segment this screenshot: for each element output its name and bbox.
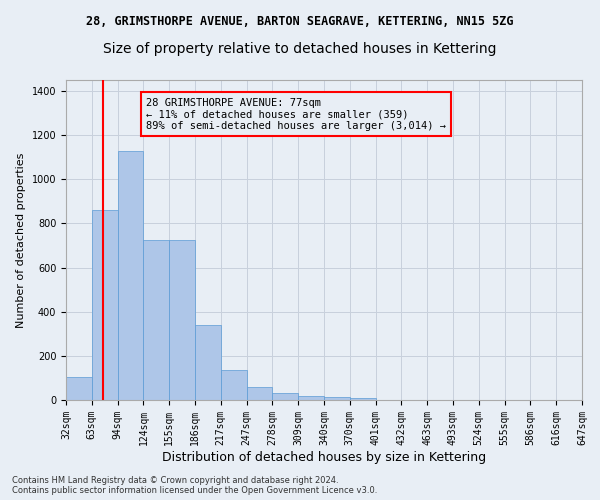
- Bar: [324, 396, 350, 400]
- Bar: [195, 325, 221, 400]
- Text: Contains HM Land Registry data © Crown copyright and database right 2024.
Contai: Contains HM Land Registry data © Crown c…: [12, 476, 377, 495]
- Y-axis label: Number of detached properties: Number of detached properties: [16, 152, 26, 328]
- Text: Size of property relative to detached houses in Kettering: Size of property relative to detached ho…: [103, 42, 497, 56]
- Bar: [350, 398, 376, 400]
- Bar: [221, 370, 247, 400]
- Bar: [247, 387, 272, 400]
- Bar: [118, 150, 143, 400]
- Bar: [66, 377, 92, 400]
- Bar: [298, 396, 324, 400]
- Bar: [92, 210, 118, 400]
- X-axis label: Distribution of detached houses by size in Kettering: Distribution of detached houses by size …: [162, 450, 486, 464]
- Bar: [169, 240, 195, 400]
- Text: 28, GRIMSTHORPE AVENUE, BARTON SEAGRAVE, KETTERING, NN15 5ZG: 28, GRIMSTHORPE AVENUE, BARTON SEAGRAVE,…: [86, 15, 514, 28]
- Text: 28 GRIMSTHORPE AVENUE: 77sqm
← 11% of detached houses are smaller (359)
89% of s: 28 GRIMSTHORPE AVENUE: 77sqm ← 11% of de…: [146, 98, 446, 131]
- Bar: [272, 394, 298, 400]
- Bar: [143, 240, 169, 400]
